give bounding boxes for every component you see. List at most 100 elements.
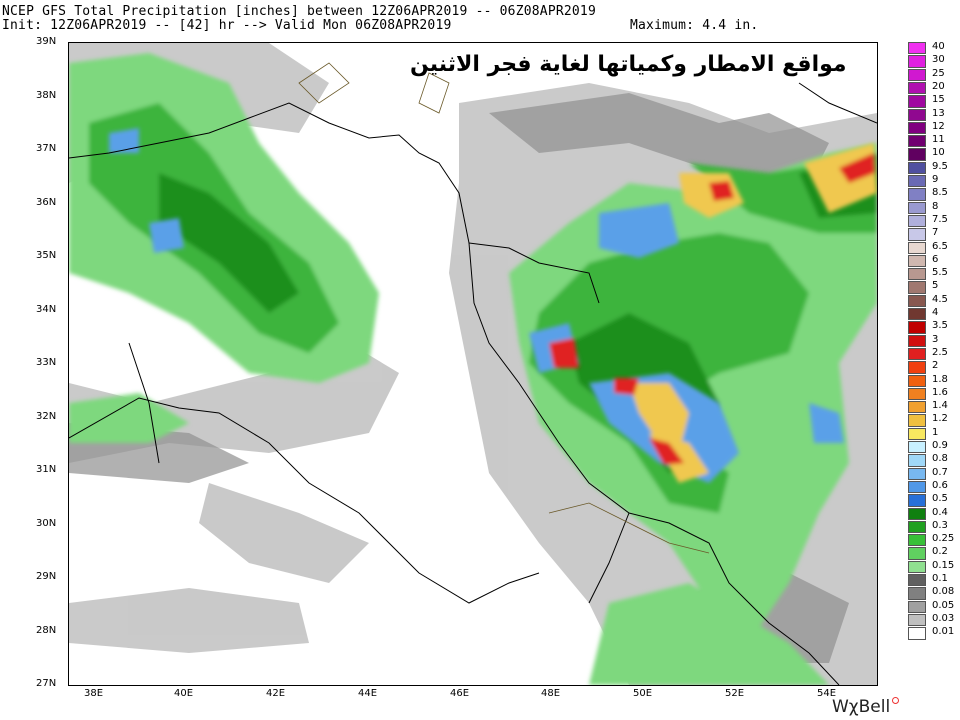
legend-label: 30 (932, 54, 945, 66)
legend-swatch (908, 374, 926, 387)
legend-label: 0.7 (932, 466, 948, 478)
header-line-2: Init: 12Z06APR2019 -- [42] hr --> Valid … (2, 18, 452, 33)
legend-swatch (908, 507, 926, 520)
legend-label: 0.1 (932, 573, 948, 584)
maximum-value: Maximum: 4.4 in. (630, 18, 759, 33)
legend-swatch (908, 347, 926, 361)
legend-swatch (908, 361, 926, 374)
brand-text: WχBell (832, 697, 891, 717)
legend-swatch (908, 600, 926, 613)
overlay-title: مواقع الامطار وكمياتها لغاية فجر الاثنين (410, 52, 847, 77)
legend-label: 6 (932, 253, 939, 265)
legend-swatch (908, 613, 926, 627)
legend-label: 0.9 (932, 440, 948, 451)
legend-label: 7.5 (932, 213, 948, 225)
lon-label: 46E (450, 688, 470, 699)
lat-label: 36N (36, 197, 57, 208)
legend-label: 11 (932, 134, 945, 146)
legend-swatch (908, 480, 926, 494)
brand-dot-icon (892, 697, 900, 704)
lon-label: 38E (84, 688, 104, 699)
legend-swatch (908, 95, 926, 108)
precipitation-map[interactable] (68, 42, 878, 686)
legend-swatch (908, 188, 926, 201)
legend-label: 40 (932, 41, 945, 52)
legend-swatch (908, 454, 926, 467)
legend-label: 1 (932, 426, 939, 438)
lat-label: 30N (36, 518, 57, 529)
legend-swatch (908, 254, 926, 268)
legend-swatch (908, 494, 926, 507)
legend-swatch (908, 55, 926, 68)
legend-label: 13 (932, 107, 945, 119)
legend-label: 4.5 (932, 293, 948, 305)
legend-swatch (908, 574, 926, 587)
legend-swatch (908, 68, 926, 81)
legend-swatch (908, 281, 926, 294)
legend-label: 6.5 (932, 240, 948, 252)
lon-label: 44E (358, 688, 378, 699)
lat-label: 34N (36, 304, 57, 315)
lat-label: 31N (36, 464, 57, 475)
map-canvas (69, 43, 877, 685)
lat-label: 37N (36, 143, 57, 154)
legend-swatch (908, 81, 926, 95)
legend-swatch (908, 308, 926, 321)
legend-label: 1.2 (932, 413, 948, 425)
lon-label: 54E (817, 688, 837, 699)
legend-swatch (908, 214, 926, 228)
legend-swatch (908, 148, 926, 161)
legend-swatch (908, 401, 926, 414)
legend-swatch (908, 228, 926, 241)
legend-swatch (908, 241, 926, 254)
legend-label: 3 (932, 333, 939, 345)
legend-label: 0.6 (932, 479, 948, 491)
legend-swatch (908, 427, 926, 441)
legend-label: 0.8 (932, 453, 948, 465)
legend-label: 0.05 (932, 599, 955, 611)
legend-label: 9 (932, 174, 939, 185)
legend-label: 0.2 (932, 546, 948, 558)
lat-label: 29N (36, 571, 57, 582)
legend-label: 2 (932, 360, 939, 372)
legend-swatch (908, 547, 926, 560)
legend-swatch (908, 520, 926, 534)
legend-label: 0.15 (932, 559, 955, 571)
legend-swatch (908, 135, 926, 148)
lat-label: 38N (36, 90, 57, 101)
legend-swatch (908, 175, 926, 188)
legend-label: 8 (932, 200, 939, 212)
legend-label: 0.08 (932, 586, 955, 598)
legend-label: 1.8 (932, 373, 948, 385)
legend-swatch (908, 161, 926, 175)
legend-label: 9.5 (932, 160, 948, 172)
lat-label: 28N (36, 625, 57, 636)
legend-label: 0.5 (932, 493, 948, 505)
legend-swatch (908, 42, 926, 55)
legend-label: 0.03 (932, 612, 955, 624)
lat-label: 35N (36, 250, 57, 261)
heavy-precip-layer (109, 128, 877, 483)
legend-label: 12 (932, 120, 945, 132)
legend-swatch (908, 294, 926, 308)
header-line-1: NCEP GFS Total Precipitation [inches] be… (2, 4, 596, 19)
legend-swatch (908, 268, 926, 281)
legend-swatch (908, 414, 926, 427)
legend-swatch (908, 467, 926, 480)
legend-label: 15 (932, 94, 945, 106)
lat-label: 33N (36, 357, 57, 368)
legend-swatch (908, 560, 926, 574)
legend-swatch (908, 534, 926, 547)
coast-layer (298, 62, 710, 554)
lon-label: 52E (725, 688, 745, 699)
lat-label: 32N (36, 411, 57, 422)
lon-label: 40E (174, 688, 194, 699)
legend-label: 4 (932, 307, 939, 318)
legend-label: 2.5 (932, 346, 948, 358)
legend-swatch (908, 321, 926, 334)
lon-label: 48E (541, 688, 561, 699)
legend-swatch (908, 121, 926, 135)
brand-logo: WχBell (832, 697, 900, 717)
legend-label: 20 (932, 80, 945, 92)
legend-swatch (908, 108, 926, 121)
